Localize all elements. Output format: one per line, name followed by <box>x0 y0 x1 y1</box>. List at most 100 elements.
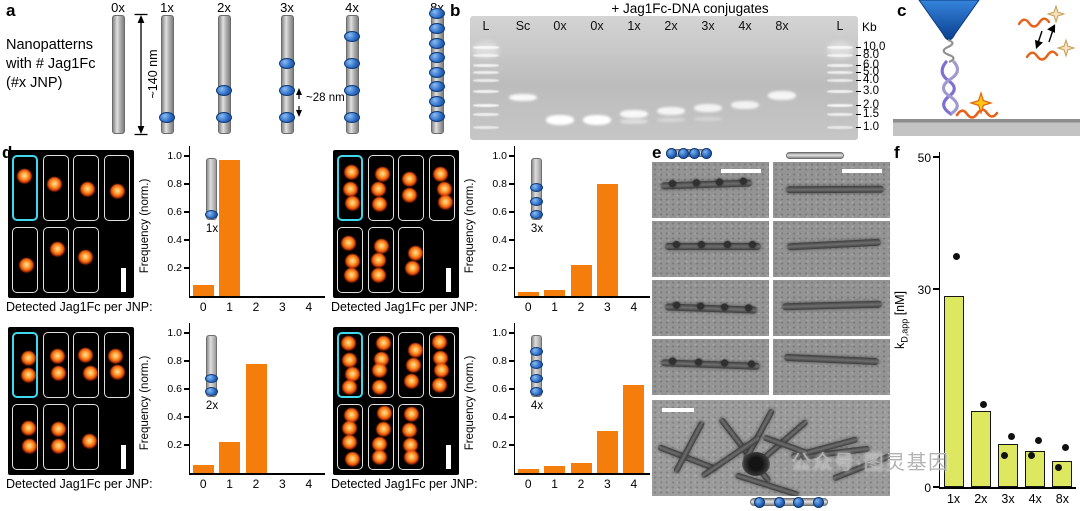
jag1fc-spot <box>344 268 360 284</box>
jag1fc-site-dot <box>216 84 232 96</box>
x-axis-caption: Detected Jag1Fc per JNP: <box>331 477 478 491</box>
icon-jnp-rod <box>666 146 712 160</box>
x-axis-caption: Detected Jag1Fc per JNP: <box>6 300 153 314</box>
panel-d-label: d <box>2 143 12 163</box>
origami-box <box>42 404 69 470</box>
jag1fc-spot <box>51 438 67 454</box>
ladder-band <box>827 113 853 116</box>
y-tick <box>508 332 514 334</box>
x-category-label: 2x <box>974 492 988 506</box>
jag1fc-spot <box>438 195 454 211</box>
jag1fc-spot <box>372 363 388 379</box>
y-tick-label: 0.4 <box>167 411 182 423</box>
surface <box>893 119 1080 136</box>
x-tick-label: 1 <box>551 477 558 491</box>
x-axis <box>188 473 325 475</box>
jag1fc-spot <box>17 169 33 185</box>
jag1fc-spot <box>343 407 359 423</box>
gel-lane-label: L <box>482 19 490 33</box>
tem-overview-image <box>652 400 890 496</box>
gel-band <box>731 101 759 109</box>
x-tick-label: 2 <box>577 300 585 314</box>
jag1fc-spot <box>432 167 448 183</box>
highlighted-origami-box <box>337 155 363 221</box>
jag1fc-site-dot <box>812 496 824 508</box>
jag1fc-spot <box>345 254 361 270</box>
tem-image <box>773 339 890 395</box>
y-tick-label: 0.2 <box>492 262 507 274</box>
rod-count-label: 3x <box>280 0 294 15</box>
x-tick-label: 1 <box>226 477 233 491</box>
inset-jag1fc-dot <box>530 360 543 369</box>
jag1fc-spot <box>49 349 65 365</box>
x-tick-label: 1 <box>551 300 558 314</box>
ligand-star-1 <box>1046 4 1066 24</box>
x-tick-label: 0 <box>524 477 532 491</box>
fluorescence-image <box>8 150 134 298</box>
caption-line-1: Nanopatterns <box>6 37 94 53</box>
frequency-bar <box>570 463 592 473</box>
icon-bare-rod <box>786 149 844 162</box>
ladder-band <box>827 71 853 74</box>
x-axis-caption: Detected Jag1Fc per JNP: <box>6 477 153 491</box>
jag1fc-spot <box>402 438 418 454</box>
inset-rod <box>206 335 217 397</box>
frequency-bar <box>570 265 592 296</box>
jag1fc-spot <box>407 343 423 359</box>
frequency-bar <box>544 466 566 473</box>
kd-bar <box>943 295 964 487</box>
y-tick-label: 1.0 <box>167 327 182 339</box>
x-category-label: 3x <box>1001 492 1015 506</box>
y-tick <box>183 239 189 241</box>
y-tick <box>183 444 189 446</box>
fluorescence-image <box>333 327 459 475</box>
surface-edge <box>893 119 1080 123</box>
x-category-label: 1x <box>946 492 961 506</box>
y-tick-label: 0.6 <box>492 383 507 395</box>
x-axis <box>188 296 325 298</box>
y-tick-label: 0.8 <box>492 355 507 367</box>
panel-b-label: b <box>450 1 461 20</box>
y-tick-label: 30 <box>917 282 931 297</box>
highlighted-origami-box <box>337 332 363 398</box>
x-tick-label: 3 <box>604 477 611 491</box>
x-axis <box>513 296 650 298</box>
ylabel-subscript: D,app <box>899 318 910 343</box>
jag1fc-site-dot <box>793 496 805 508</box>
jag1fc-spot <box>404 260 420 276</box>
jag1fc-site-dot <box>429 8 445 20</box>
nanorod <box>345 15 359 134</box>
jag1fc-site-dot <box>700 147 712 159</box>
gel-lane-label: 2x <box>664 19 678 33</box>
y-tick-label: 0.6 <box>167 206 182 218</box>
jag1fc-spot <box>18 257 34 273</box>
jag1fc-spot <box>372 436 388 452</box>
y-axis <box>513 146 515 296</box>
jag1fc-spot <box>401 172 417 188</box>
y-tick-label: 0.4 <box>492 234 507 246</box>
y-tick <box>183 388 189 390</box>
y-tick-label: 0.4 <box>167 234 182 246</box>
jag1fc-site-dot <box>666 147 678 159</box>
icon-jnp-rod-bottom <box>750 495 828 509</box>
jag1fc-spot <box>345 195 361 211</box>
gel-lane-label: 1x <box>627 19 641 33</box>
frequency-bar <box>192 464 214 473</box>
condition-label: 2x <box>205 400 219 412</box>
jag1fc-site-dot <box>344 111 360 123</box>
jag1fc-spot <box>342 353 357 369</box>
y-tick <box>183 360 189 362</box>
ladder-band <box>827 90 853 93</box>
frequency-bar <box>623 384 645 473</box>
jag1fc-site-dot <box>159 111 175 123</box>
scale-bar <box>446 268 451 292</box>
jag1fc-spot <box>372 450 388 466</box>
tem-image <box>652 162 769 218</box>
ylabel-symbol: k <box>893 342 907 350</box>
condition-label: 1x <box>205 223 219 235</box>
y-tick-label: 1.0 <box>492 150 507 162</box>
tem-image <box>652 280 769 336</box>
jag1fc-spot <box>343 181 359 197</box>
x-category-label: 8x <box>1055 492 1069 506</box>
